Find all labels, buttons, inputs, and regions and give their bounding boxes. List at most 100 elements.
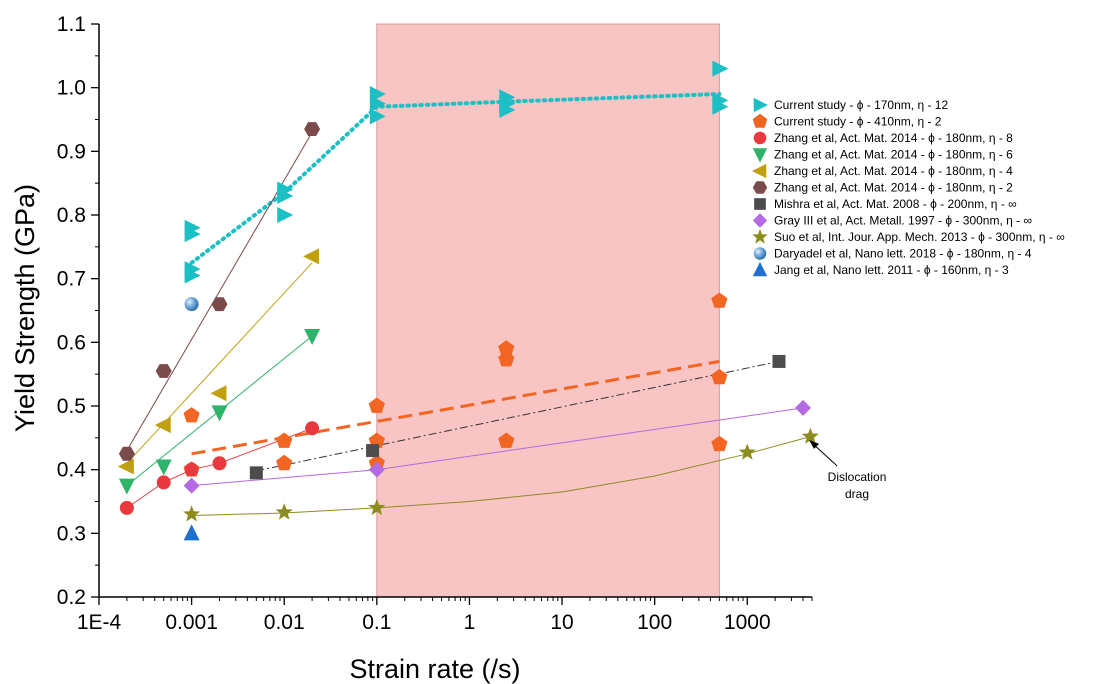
- y-tick-label: 0.4: [57, 459, 87, 482]
- marker-star: [738, 443, 756, 460]
- legend-entry-label: Current study - ϕ - 410nm, η - 2: [774, 115, 942, 129]
- legend-entry-label: Mishra et al, Act. Mat. 2008 - ϕ - 200nm…: [774, 197, 1017, 211]
- marker-triangle-left: [751, 163, 767, 179]
- x-tick-label: 1: [464, 611, 476, 634]
- marker-triangle-left: [154, 417, 171, 434]
- marker-triangle-right: [277, 207, 294, 223]
- marker-triangle-down: [118, 478, 135, 495]
- marker-pentagon: [276, 454, 293, 471]
- marker-circle: [184, 462, 199, 477]
- marker-triangle-down: [752, 148, 768, 163]
- y-tick-label: 0.6: [57, 331, 86, 354]
- marker-pentagon: [276, 432, 293, 448]
- marker-pentagon: [368, 397, 385, 413]
- trend-line: [256, 360, 780, 472]
- marker-sphere: [753, 247, 767, 260]
- marker-triangle-right: [369, 108, 386, 125]
- annotation: Dislocation drag: [809, 439, 887, 501]
- legend-entry-label: Zhang et al, Act. Mat. 2014 - ϕ - 180nm,…: [774, 164, 1013, 178]
- marker-hexagon: [155, 364, 172, 378]
- y-axis-title: Yield Strength (GPa): [10, 184, 40, 432]
- data-markers: [117, 60, 819, 541]
- marker-triangle-right: [277, 187, 294, 204]
- trend-line: [191, 436, 811, 516]
- legend-entry-label: Jang et al, Nano lett. 2011 - ϕ - 160nm,…: [774, 263, 1009, 277]
- annotation-arrow-head: [809, 439, 820, 449]
- legend-entry-label: Daryadel et al, Nano lett. 2018 - ϕ - 18…: [774, 247, 1032, 261]
- legend-entry-label: Gray III et al, Act. Metall. 1997 - ϕ - …: [774, 214, 1032, 228]
- annotation-text: drag: [845, 487, 869, 501]
- legend-entry-label: Current study - ϕ - 170nm, η - 12: [774, 98, 948, 112]
- legend-entry-label: Zhang et al, Act. Mat. 2014 - ϕ - 180nm,…: [774, 148, 1013, 162]
- marker-pentagon: [752, 113, 768, 128]
- marker-triangle-down: [155, 459, 172, 476]
- y-tick-label: 0.8: [57, 204, 86, 227]
- marker-diamond: [752, 213, 768, 228]
- marker-square: [772, 354, 786, 368]
- marker-sphere: [184, 297, 199, 312]
- marker-circle: [119, 500, 134, 515]
- y-tick-label: 1.1: [57, 13, 86, 36]
- x-tick-label: 1E-4: [77, 611, 122, 634]
- marker-pentagon: [498, 351, 515, 367]
- marker-star: [801, 427, 819, 444]
- x-tick-label: 1000: [724, 611, 771, 634]
- y-tick-label: 0.5: [57, 395, 86, 418]
- marker-triangle-up: [752, 261, 768, 277]
- trend-line: [126, 131, 313, 451]
- x-axis-title: Strain rate (/s): [349, 654, 520, 684]
- marker-pentagon: [498, 432, 515, 448]
- marker-pentagon: [368, 432, 385, 448]
- x-tick-label: 10: [550, 611, 573, 634]
- marker-circle: [305, 421, 320, 436]
- marker-triangle-right: [184, 267, 201, 284]
- marker-triangle-right: [712, 98, 729, 115]
- annotation-text: Dislocation: [828, 470, 887, 484]
- y-tick-label: 0.7: [57, 268, 86, 291]
- x-tick-label: 100: [637, 611, 672, 634]
- legend-entry-label: Zhang et al, Act. Mat. 2014 - ϕ - 180nm,…: [774, 131, 1013, 145]
- marker-hexagon: [752, 181, 768, 194]
- legend-entry-label: Suo et al, Int. Jour. App. Mech. 2013 - …: [774, 230, 1065, 244]
- marker-triangle-right: [369, 95, 386, 112]
- marker-triangle-left: [210, 385, 227, 402]
- marker-circle: [156, 475, 171, 490]
- legend: Current study - ϕ - 170nm, η - 12 Current…: [751, 97, 1065, 277]
- y-tick-label: 0.9: [57, 140, 86, 163]
- marker-pentagon: [711, 435, 728, 452]
- marker-hexagon: [304, 122, 321, 136]
- marker-triangle-right: [712, 60, 729, 77]
- marker-star: [752, 228, 768, 244]
- highlight-band: [376, 23, 720, 598]
- marker-square: [754, 198, 766, 210]
- marker-triangle-right: [499, 101, 516, 118]
- annotation-arrow-line: [812, 443, 838, 467]
- marker-pentagon: [183, 407, 200, 423]
- marker-pentagon: [498, 340, 515, 356]
- marker-square: [366, 444, 380, 458]
- marker-diamond: [368, 461, 385, 478]
- marker-triangle-left: [117, 458, 134, 475]
- highlight-band-layer: [376, 23, 720, 598]
- marker-star: [368, 498, 386, 516]
- y-tick-label: 0.3: [57, 522, 86, 545]
- marker-diamond: [183, 477, 200, 494]
- marker-star: [275, 503, 293, 520]
- x-tick-label: 0.01: [264, 611, 305, 634]
- marker-triangle-down: [304, 328, 321, 345]
- marker-hexagon: [211, 297, 228, 312]
- marker-triangle-left: [303, 248, 320, 265]
- trend-line: [126, 262, 313, 464]
- marker-triangle-right: [753, 97, 769, 113]
- marker-circle: [212, 456, 227, 471]
- marker-pentagon: [711, 368, 728, 385]
- marker-square: [249, 466, 263, 480]
- marker-diamond: [795, 399, 812, 416]
- x-tick-label: 0.001: [165, 611, 218, 634]
- marker-pentagon: [711, 292, 728, 308]
- marker-star: [183, 505, 201, 522]
- y-tick-label: 1.0: [57, 77, 86, 100]
- axes: 0.2 0.3 0.4 0.5 0.6 0.7 0.8 0.9 1.0 1.1 1E-4 0.001 0…: [57, 13, 813, 634]
- marker-circle: [753, 131, 767, 145]
